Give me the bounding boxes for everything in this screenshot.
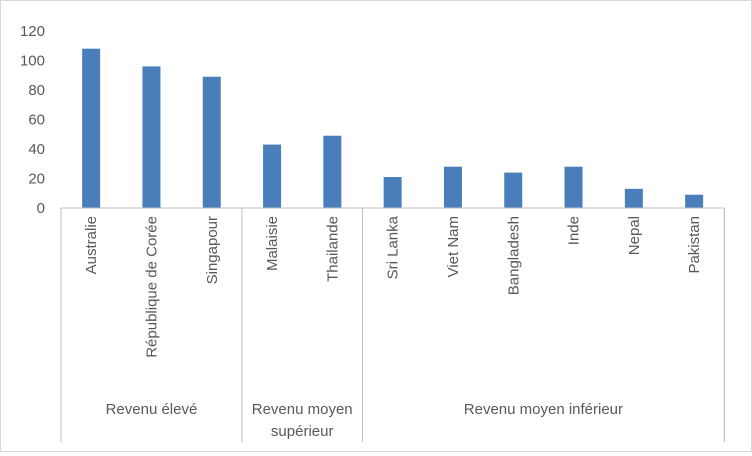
- y-tick-label: 0: [37, 200, 45, 217]
- axis-lines: [60, 207, 725, 442]
- bar: [202, 76, 221, 208]
- y-tick-label: 100: [20, 53, 45, 70]
- bar: [443, 166, 462, 208]
- bar: [263, 144, 282, 208]
- category-label: Nepal: [626, 216, 643, 255]
- y-tick-label: 120: [20, 23, 45, 40]
- bar: [142, 66, 161, 209]
- bar: [383, 177, 402, 208]
- category-label: Thailande: [324, 216, 341, 282]
- category-label: Malaisie: [264, 216, 281, 271]
- group-label: Revenu élevé: [106, 401, 198, 418]
- category-label: Bangladesh: [505, 216, 522, 295]
- bar: [564, 166, 583, 208]
- bar: [685, 194, 704, 208]
- category-label: Pakistan: [686, 216, 703, 274]
- bar: [624, 188, 643, 208]
- category-label: Sri Lanka: [385, 215, 402, 279]
- group-label: Revenu moyen inférieur: [464, 401, 623, 418]
- bar: [504, 172, 523, 208]
- group-label: supérieur: [271, 423, 334, 440]
- bars: [82, 48, 704, 209]
- y-tick-label: 20: [28, 171, 45, 188]
- y-axis: 0 20 40 60 80 100 120: [20, 23, 45, 217]
- x-axis-labels: Australie République de Corée Singapour Mal…: [83, 215, 703, 357]
- y-tick-label: 40: [28, 141, 45, 158]
- bar: [82, 48, 101, 209]
- bar: [323, 135, 342, 208]
- category-label: Australie: [83, 216, 100, 274]
- y-tick-label: 60: [28, 112, 45, 129]
- group-labels: Revenu élevé Revenu moyen supérieur Revenu …: [106, 401, 623, 440]
- category-label: Viet Nam: [445, 216, 462, 277]
- y-tick-label: 80: [28, 82, 45, 99]
- category-label: Singapour: [204, 216, 221, 284]
- group-label: Revenu moyen: [252, 401, 353, 418]
- category-label: Inde: [566, 216, 583, 245]
- category-label: République de Corée: [143, 216, 160, 358]
